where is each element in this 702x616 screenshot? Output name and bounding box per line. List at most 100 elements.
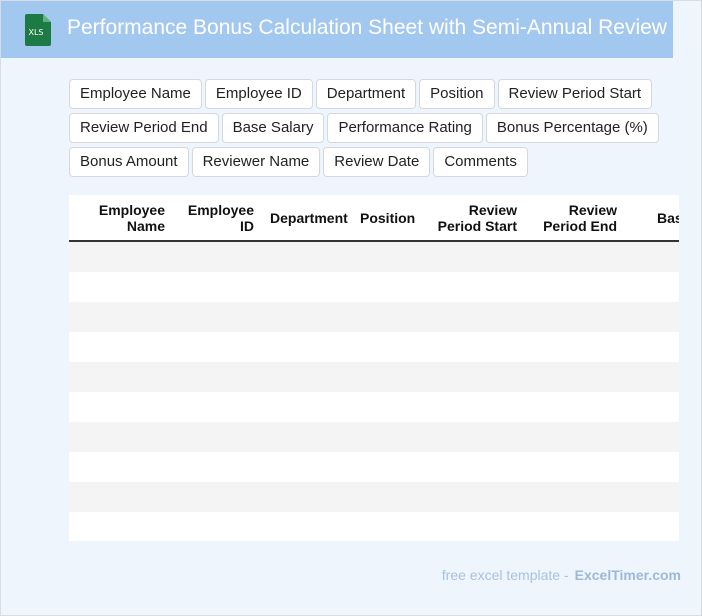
table-cell [422,302,525,332]
table-cell [422,392,525,422]
table-row [69,362,679,392]
table-cell [352,362,422,392]
table-cell [352,482,422,512]
table-cell [173,332,262,362]
table-row [69,482,679,512]
column-header: Position [352,195,422,242]
field-chip[interactable]: Reviewer Name [191,147,321,177]
table: Employee Name Employee ID Department Positi… [69,195,679,541]
table-cell [525,332,625,362]
field-chip[interactable]: Performance Rating [327,113,483,143]
field-chip[interactable]: Review Period Start [497,79,653,109]
table-cell [69,392,173,422]
table-cell [262,482,352,512]
table-row [69,422,679,452]
table-cell [422,452,525,482]
table-cell [173,422,262,452]
field-chip[interactable]: Employee Name [69,79,202,109]
field-chip[interactable]: Employee ID [204,79,313,109]
field-chip[interactable]: Base Salary [221,113,325,143]
table-cell [352,302,422,332]
table-cell [525,272,625,302]
field-chip[interactable]: Comments [433,147,528,177]
table-cell [422,362,525,392]
table-cell [262,332,352,362]
table-cell [69,332,173,362]
column-header: Department [262,195,352,242]
field-chip[interactable]: Bonus Amount [69,147,189,177]
table-cell [173,512,262,541]
table-cell [352,241,422,272]
table-cell [422,512,525,541]
table-cell [525,362,625,392]
header-row: Employee Name Employee ID Department Positi… [69,195,679,242]
field-chip[interactable]: Review Period End [69,113,219,143]
field-chip[interactable]: Position [419,79,495,109]
table-row [69,272,679,302]
table-row [69,452,679,482]
table-cell [525,512,625,541]
footer: free excel template - ExcelTimer.com [442,567,681,583]
table-cell [422,482,525,512]
footer-link[interactable]: ExcelTimer.com [574,567,681,583]
table-cell [625,452,679,482]
table-cell [625,272,679,302]
icon-label: XLS [28,28,43,37]
table-cell [525,392,625,422]
table-cell [262,512,352,541]
table-cell [173,302,262,332]
table-cell [625,482,679,512]
table-cell [69,512,173,541]
table-cell [625,422,679,452]
table-row [69,392,679,422]
table-cell [262,422,352,452]
table-row [69,241,679,272]
column-header: Review Period Start [422,195,525,242]
table-cell [69,422,173,452]
table-cell [525,482,625,512]
table-cell [422,241,525,272]
table-cell [262,241,352,272]
title: Performance Bonus Calculation Sheet with… [67,16,667,39]
field-chip[interactable]: Review Date [323,147,431,177]
table-row [69,512,679,541]
field-list: Employee Name Employee ID Department Positi… [69,79,669,177]
table-cell [173,241,262,272]
table-row [69,332,679,362]
table-cell [422,332,525,362]
table-cell [69,302,173,332]
column-header: Review Period End [525,195,625,242]
xls-icon: XLS [25,14,51,46]
table-cell [352,422,422,452]
table-cell [173,452,262,482]
table-cell [525,241,625,272]
column-header: Employee Name [69,195,173,242]
table-cell [262,392,352,422]
header: XLS Performance Bonus Calculation Sheet … [1,1,673,58]
table-cell [625,241,679,272]
table-cell [625,302,679,332]
field-chip[interactable]: Department [315,79,417,109]
table-cell [173,482,262,512]
table-cell [352,332,422,362]
table-cell [173,362,262,392]
table-cell [69,482,173,512]
table-cell [262,272,352,302]
table-cell [69,362,173,392]
table-grid: Employee Name Employee ID Department Positi… [69,195,679,541]
table-cell [422,272,525,302]
table-cell [69,452,173,482]
column-header: Base Salary [625,195,679,242]
table-cell [625,362,679,392]
table-cell [262,452,352,482]
field-chip[interactable]: Bonus Percentage (%) [485,113,659,143]
table-cell [525,302,625,332]
column-header: Employee ID [173,195,262,242]
table-cell [262,302,352,332]
table-cell [352,392,422,422]
table-cell [625,332,679,362]
table-cell [69,241,173,272]
table-row [69,302,679,332]
table-cell [352,272,422,302]
